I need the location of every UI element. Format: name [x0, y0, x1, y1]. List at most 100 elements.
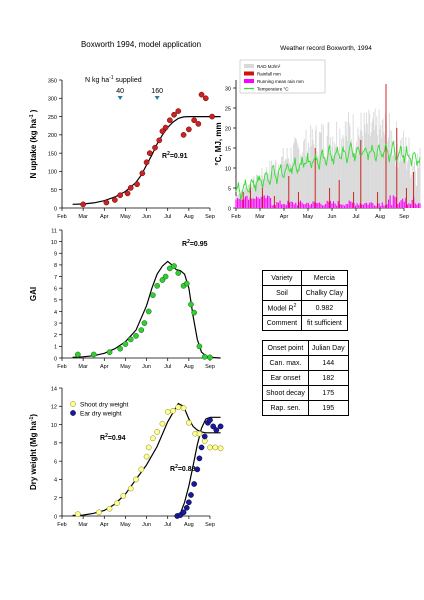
table-cell-label: Soil	[262, 285, 302, 301]
r2-superscript: 2	[175, 464, 178, 470]
y-tick-label: 3	[54, 321, 57, 327]
observed-point	[198, 91, 205, 98]
shoot-weight-point	[106, 505, 113, 512]
model-r-label: Model R	[267, 305, 294, 313]
x-tick-label: Apr	[100, 364, 109, 370]
observed-point	[143, 159, 150, 166]
shoot-weight-point	[114, 500, 120, 507]
x-tick-label: Sep	[399, 214, 409, 220]
r2-annotation: R2=0.95	[182, 239, 208, 248]
n-supplied-value: 40	[116, 88, 124, 95]
observed-point	[90, 351, 97, 358]
shoot-weight-point	[133, 476, 139, 483]
table-cell-value: 144	[307, 355, 349, 371]
legend-box	[239, 59, 326, 94]
observed-point	[183, 280, 190, 287]
table-row: Shoot decay 175	[262, 385, 349, 401]
r2-text: R	[170, 466, 175, 473]
r2-annotation: R2=0.91	[162, 151, 188, 160]
y-tick-label: 25	[225, 106, 231, 112]
observed-point	[166, 117, 173, 124]
table-cell-label: Rap. sen.	[262, 400, 309, 416]
x-tick-label: Jun	[142, 522, 151, 528]
temperature-line	[235, 141, 421, 201]
observed-point	[196, 343, 203, 350]
shoot-weight-point	[96, 509, 102, 516]
observed-point	[141, 320, 148, 326]
y-tick-label: 100	[48, 170, 57, 176]
y-tick-label: 14	[51, 386, 57, 392]
table-row: Can. max. 144	[262, 355, 349, 371]
observed-point	[186, 126, 192, 133]
legend-entry: Shoot dry weight	[80, 401, 129, 408]
y-tick-label: 300	[48, 97, 57, 103]
y-tick-label: 0	[54, 356, 57, 362]
table-row: Variety Mercia	[262, 270, 349, 286]
shoot-weight-point	[186, 419, 192, 426]
observed-point	[202, 95, 209, 102]
observed-point	[145, 308, 152, 315]
observed-point	[127, 185, 134, 191]
ear-weight-point	[180, 509, 187, 516]
y-tick-label: 50	[51, 188, 57, 194]
shoot-weight-point	[145, 444, 152, 451]
x-tick-label: Aug	[184, 522, 194, 528]
table-cell-label: Shoot decay	[262, 385, 309, 401]
shoot-weight-point	[207, 444, 213, 451]
x-tick-label: Jul	[164, 214, 171, 220]
observed-point	[209, 113, 215, 120]
observed-point	[133, 333, 139, 339]
y-tick-label: 15	[225, 146, 231, 152]
x-tick-label: Jun	[142, 214, 151, 220]
axis-label-superscript: -1	[29, 114, 35, 119]
axis-label-part: °C, MJ, mm	[214, 122, 223, 165]
y-tick-label: 0	[54, 206, 57, 212]
onset-table: Onset point Julian Day Can. max. 144 Ear…	[262, 340, 349, 416]
legend-swatch	[244, 79, 254, 83]
x-tick-label: Sep	[205, 214, 215, 220]
table-cell-label: Comment	[262, 315, 302, 331]
x-tick-label: Aug	[375, 214, 385, 220]
table-cell-label: Variety	[262, 270, 302, 286]
legend-marker	[70, 401, 76, 407]
observed-point	[127, 336, 134, 343]
x-tick-label: Jun	[142, 364, 151, 370]
legend-entry: Ear dry weight	[80, 410, 122, 417]
x-tick-label: Mar	[78, 364, 88, 370]
shoot-weight-point	[150, 435, 156, 442]
r2-superscript: 2	[187, 239, 190, 245]
observed-point	[191, 117, 197, 124]
observed-point	[207, 354, 213, 361]
y-tick-label: 250	[48, 115, 57, 121]
r2-superscript: 2	[105, 433, 108, 439]
observed-point	[138, 327, 145, 333]
axis-label-part: GAI	[29, 287, 38, 301]
observed-point	[122, 341, 129, 347]
observed-point	[175, 108, 182, 114]
shoot-weight-point	[120, 493, 127, 499]
table-cell-label: Can. max.	[262, 355, 309, 371]
axis-label-part: )	[29, 109, 38, 114]
y-tick-label: 350	[48, 78, 57, 84]
shoot-weight-point	[180, 405, 187, 411]
x-tick-label: Mar	[78, 522, 88, 528]
weather-title: Weather record Boxworth, 1994	[280, 45, 372, 52]
y-tick-label: 4	[54, 478, 57, 484]
y-tick-label: 11	[51, 228, 57, 234]
y-tick-label: 5	[54, 298, 57, 304]
r2-value: =0.95	[190, 241, 208, 248]
table-cell-value: fit sufficient	[300, 315, 349, 331]
legend-entry: RAD MJ/m²	[257, 64, 281, 69]
ear-weight-point	[207, 417, 213, 423]
y-axis-label: GAI	[29, 287, 38, 301]
shoot-weight-point	[159, 420, 166, 427]
shoot-weight-point	[154, 429, 160, 435]
axis-label-superscript: -1	[29, 416, 35, 421]
x-tick-label: Aug	[184, 364, 194, 370]
observed-point	[175, 270, 182, 276]
legend-swatch	[244, 71, 254, 76]
observed-point	[195, 121, 202, 127]
shoot-weight-point	[127, 485, 134, 492]
